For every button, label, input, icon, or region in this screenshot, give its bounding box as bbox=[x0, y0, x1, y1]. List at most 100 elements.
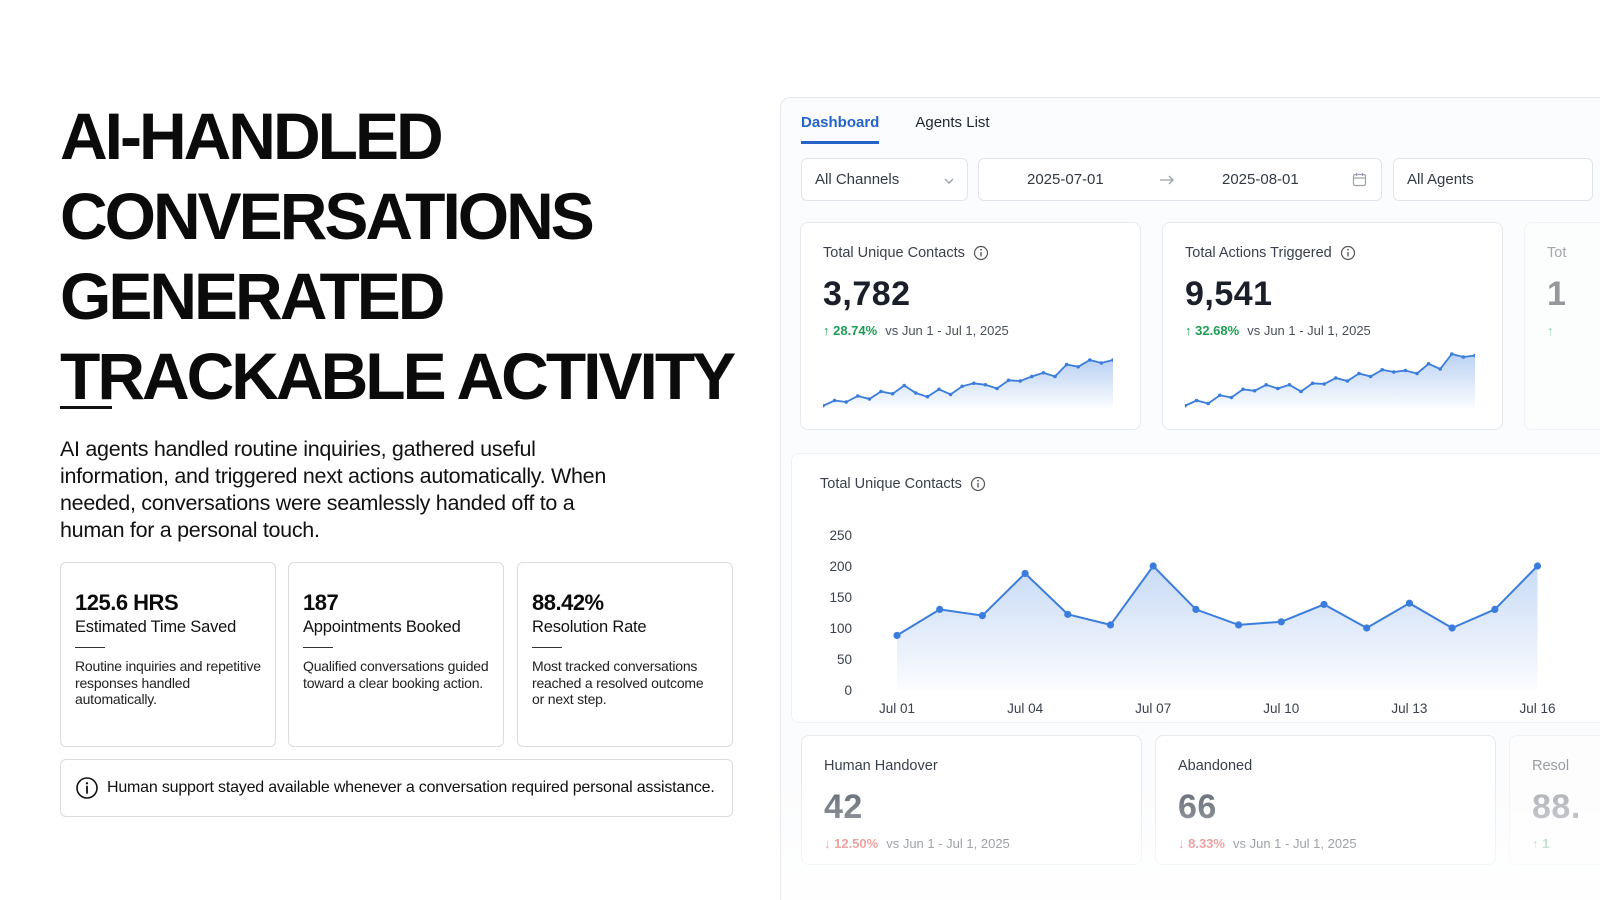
metric-value: 42 bbox=[824, 788, 863, 826]
change-percentage: ↑ bbox=[1547, 323, 1554, 338]
data-point bbox=[1533, 562, 1542, 570]
x-tick-label: Jul 16 bbox=[1519, 701, 1555, 716]
x-tick-label: Jul 04 bbox=[1007, 701, 1044, 716]
sparkline-point bbox=[983, 382, 988, 387]
metric-title-row: Resol bbox=[1532, 758, 1569, 774]
x-tick-label: Jul 07 bbox=[1135, 701, 1171, 716]
stat-value: 88.42% bbox=[532, 590, 604, 615]
data-point bbox=[1405, 599, 1413, 607]
headline: AI-HANDLED CONVERSATIONS GENERATED TRACK… bbox=[60, 96, 760, 416]
data-point bbox=[1149, 562, 1157, 570]
metric-change-row: ↑ 28.74% vs Jun 1 - Jul 1, 2025 bbox=[823, 323, 1009, 338]
sparkline-line bbox=[823, 359, 1113, 407]
metric-card-unique-contacts: Total Unique Contacts 3,782 ↑ 28.74% vs J… bbox=[800, 222, 1141, 430]
sparkline-point bbox=[1041, 370, 1046, 375]
tab-bar: Dashboard Agents List bbox=[801, 114, 990, 144]
chevron-down-icon bbox=[944, 178, 954, 184]
sparkline-point bbox=[832, 398, 837, 403]
metric-change-row: ↑ 1 bbox=[1532, 836, 1549, 851]
metric-title-row: Tot bbox=[1547, 245, 1566, 261]
sparkline-point bbox=[1287, 382, 1292, 387]
sparkline-point bbox=[890, 391, 895, 396]
data-point bbox=[1363, 624, 1371, 632]
sparkline-point bbox=[1450, 352, 1454, 356]
sparkline-point bbox=[1299, 389, 1303, 394]
arrow-right-icon bbox=[1160, 175, 1174, 185]
data-point bbox=[1491, 605, 1499, 613]
metric-change-row: ↑ 32.68% vs Jun 1 - Jul 1, 2025 bbox=[1185, 323, 1371, 338]
y-tick-label: 200 bbox=[829, 559, 852, 574]
tab-agents-list[interactable]: Agents List bbox=[915, 114, 990, 131]
data-point bbox=[936, 605, 944, 613]
sparkline-point bbox=[1241, 387, 1245, 392]
date-to[interactable]: 2025-08-01 bbox=[1222, 171, 1299, 188]
info-icon[interactable] bbox=[970, 476, 986, 492]
sparkline-point bbox=[960, 384, 964, 389]
compare-period: vs Jun 1 - Jul 1, 2025 bbox=[1247, 323, 1371, 338]
sparkline-unique-contacts bbox=[823, 358, 1113, 408]
agent-select[interactable]: All Agents bbox=[1393, 158, 1593, 201]
info-icon[interactable] bbox=[973, 245, 989, 261]
metric-card-partial: Tot 1 ↑ bbox=[1524, 222, 1600, 430]
metric-title: Total Unique Contacts bbox=[823, 245, 965, 261]
stat-card-resolution-rate: 88.42% Resolution Rate Most tracked conv… bbox=[517, 562, 733, 747]
change-percentage: ↑ 32.68% bbox=[1185, 323, 1240, 338]
sparkline-point bbox=[1415, 371, 1419, 376]
headline-underline bbox=[60, 406, 112, 409]
change-percentage: ↓ 8.33% bbox=[1178, 836, 1225, 851]
metric-card-abandoned: Abandoned 66 ↓ 8.33% vs Jun 1 - Jul 1, 20… bbox=[1155, 735, 1496, 865]
sparkline-point bbox=[844, 400, 848, 404]
stat-description: Routine inquiries and repetitive respons… bbox=[75, 658, 261, 707]
sparkline-point bbox=[1218, 393, 1222, 398]
sparkline-point bbox=[937, 387, 941, 392]
chart-area bbox=[897, 566, 1538, 690]
sparkline-point bbox=[856, 394, 860, 398]
sparkline-point bbox=[914, 391, 918, 395]
sparkline-point bbox=[1368, 374, 1373, 379]
stat-label: Estimated Time Saved bbox=[75, 618, 237, 636]
metric-title: Resol bbox=[1532, 758, 1570, 774]
stat-value: 187 bbox=[303, 590, 339, 615]
sparkline-point bbox=[1064, 362, 1069, 367]
sparkline-point bbox=[1334, 376, 1338, 380]
note-text: Human support stayed available whenever … bbox=[107, 779, 715, 796]
sparkline-point bbox=[1088, 358, 1092, 362]
stat-label: Appointments Booked bbox=[303, 618, 461, 636]
chart-title: Total Unique Contacts bbox=[820, 476, 962, 492]
sparkline-point bbox=[1345, 379, 1350, 383]
y-tick-label: 0 bbox=[844, 683, 852, 698]
metric-title-row: Total Unique Contacts bbox=[823, 245, 989, 261]
y-tick-label: 150 bbox=[829, 590, 852, 605]
sparkline-point bbox=[1206, 401, 1210, 406]
data-point bbox=[1235, 621, 1243, 629]
sparkline-point bbox=[1006, 378, 1011, 383]
sparkline-point bbox=[1322, 382, 1326, 386]
sparkline-point bbox=[879, 389, 883, 394]
headline-line: AI-HANDLED bbox=[60, 99, 444, 173]
sparkline-point bbox=[823, 403, 825, 408]
metric-card-actions-triggered: Total Actions Triggered 9,541 ↑ 32.68% vs… bbox=[1162, 222, 1503, 430]
sparkline-point bbox=[902, 383, 906, 388]
channel-select[interactable]: All Channels bbox=[801, 158, 968, 201]
metric-title: Tot bbox=[1547, 245, 1567, 261]
headline-line: TRACKABLE ACTIVITY bbox=[60, 339, 736, 413]
tab-dashboard[interactable]: Dashboard bbox=[801, 114, 880, 144]
stat-card-time-saved: 125.6 HRS Estimated Time Saved Routine i… bbox=[60, 562, 276, 747]
chart-line bbox=[896, 564, 1539, 637]
sparkline-point bbox=[1076, 364, 1080, 369]
date-from[interactable]: 2025-07-01 bbox=[1027, 171, 1104, 188]
compare-period: vs Jun 1 - Jul 1, 2025 bbox=[885, 323, 1009, 338]
info-icon[interactable] bbox=[1340, 245, 1356, 261]
sparkline-point bbox=[948, 392, 953, 397]
metric-change-row: ↓ 12.50% vs Jun 1 - Jul 1, 2025 bbox=[824, 836, 1010, 851]
metric-value: 1 bbox=[1547, 275, 1567, 313]
divider bbox=[75, 647, 105, 648]
compare-period: vs Jun 1 - Jul 1, 2025 bbox=[886, 836, 1010, 851]
date-range-picker[interactable]: 2025-07-01 2025-08-01 bbox=[978, 158, 1382, 201]
sparkline-actions-triggered bbox=[1185, 352, 1475, 408]
metric-value: 88. bbox=[1532, 788, 1581, 826]
metric-card-human-handover: Human Handover 42 ↓ 12.50% vs Jun 1 - Jul… bbox=[801, 735, 1142, 865]
data-point bbox=[1106, 621, 1115, 629]
metric-title-row: Human Handover bbox=[824, 758, 938, 774]
sparkline-point bbox=[972, 381, 976, 386]
